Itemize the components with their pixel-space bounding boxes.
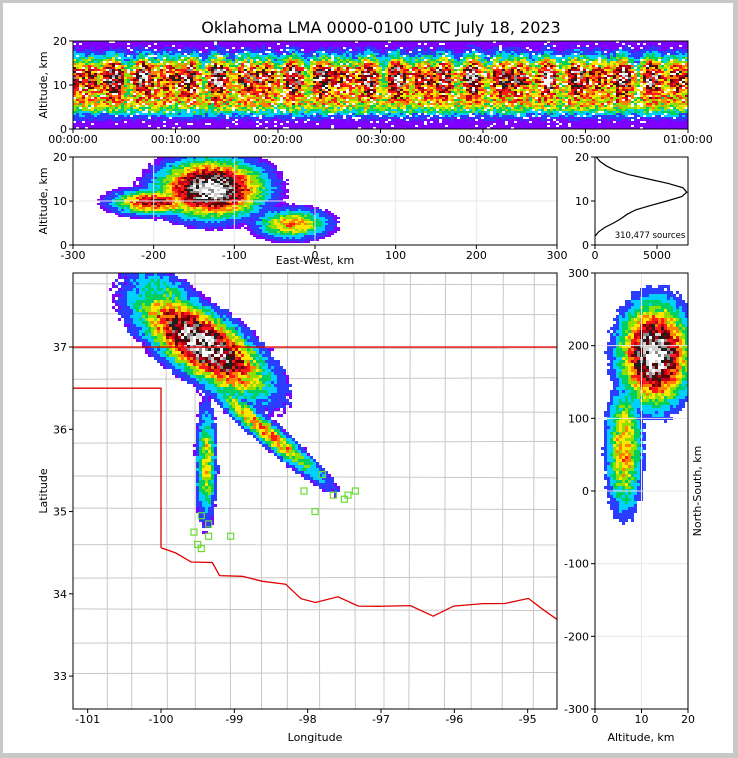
red-river-border: [160, 547, 557, 621]
ew-alt-tick: 0: [60, 239, 67, 252]
station-marker: [311, 507, 319, 516]
station-marker: [197, 544, 205, 553]
altitude-histogram: [595, 157, 688, 237]
page-title: Oklahoma LMA 0000-0100 UTC July 18, 2023: [201, 18, 561, 37]
station-marker: [194, 540, 202, 549]
station-marker: [227, 532, 235, 540]
top-alt-tick: 20: [53, 35, 67, 48]
time-tick: 00:40:00: [458, 133, 507, 146]
hist-alt-tick: 0: [582, 239, 589, 252]
ew-xlabel: East-West, km: [276, 254, 354, 267]
ew-tick: 300: [547, 249, 568, 262]
station-marker: [205, 520, 213, 528]
ew-tick: -200: [141, 249, 166, 262]
time-tick: 01:00:00: [663, 133, 712, 146]
lon-tick: -96: [445, 713, 463, 726]
station-marker: [344, 491, 352, 499]
east-west-density: [73, 157, 557, 245]
hist-tick: 5000: [643, 249, 671, 262]
time-tick: 00:50:00: [561, 133, 610, 146]
time-tick: 00:30:00: [356, 133, 405, 146]
ns-ylabel: North-South, km: [691, 446, 704, 537]
station-marker: [318, 470, 326, 479]
lon-tick: -95: [519, 713, 537, 726]
hist-alt-tick: 10: [575, 195, 589, 208]
lon-tick: -99: [225, 713, 243, 726]
time-tick: 00:10:00: [151, 133, 200, 146]
ns-tick: -200: [564, 630, 589, 643]
lon-tick: -98: [299, 713, 317, 726]
lon-tick: -97: [372, 713, 390, 726]
ew-alt-tick: 20: [53, 151, 67, 164]
histogram-annotation: 310,477 sources: [615, 231, 686, 241]
state-border: [73, 346, 557, 621]
axes-ticks: 00:00:00 00:10:00 00:20:00 00:30:00 00:40:00…: [48, 35, 712, 726]
top-alt-tick: 0: [60, 123, 67, 136]
ew-tick: -300: [61, 249, 86, 262]
lat-tick: 33: [53, 670, 67, 683]
ew-tick: 200: [466, 249, 487, 262]
time-height-density: [73, 41, 688, 129]
lat-tick: 36: [53, 423, 67, 436]
ns-tick: -300: [564, 703, 589, 716]
time-tick: 00:20:00: [253, 133, 302, 146]
top-alt-tick: 10: [53, 79, 67, 92]
map-ylabel: Latitude: [37, 468, 50, 514]
ns-tick: 100: [568, 412, 589, 425]
hist-tick: 0: [592, 249, 599, 262]
station-marker: [329, 491, 337, 499]
lon-tick: -101: [75, 713, 100, 726]
ns-alt-tick: 20: [681, 713, 695, 726]
time-tick: 00:00:00: [48, 133, 97, 146]
ew-tick: 0: [312, 249, 319, 262]
lon-tick: -100: [149, 713, 174, 726]
ns-xlabel: Altitude, km: [607, 731, 674, 744]
north-south-density: [595, 273, 688, 709]
county-map: [73, 273, 557, 709]
ns-alt-tick: 10: [635, 713, 649, 726]
ns-tick: 200: [568, 340, 589, 353]
ns-alt-tick: 0: [592, 713, 599, 726]
station-marker: [340, 495, 348, 503]
station-marker: [300, 487, 308, 495]
station-marker: [351, 487, 359, 495]
lat-tick: 35: [53, 506, 67, 519]
hist-alt-tick: 20: [575, 151, 589, 164]
ns-tick: -100: [564, 558, 589, 571]
ew-tick: -100: [222, 249, 247, 262]
station-marker: [205, 532, 213, 540]
ew-alt-tick: 10: [53, 195, 67, 208]
station-marker: [190, 528, 198, 536]
ew-ylabel: Altitude, km: [37, 167, 50, 234]
top-ylabel: Altitude, km: [37, 51, 50, 118]
ew-tick: 100: [385, 249, 406, 262]
station-markers: [190, 470, 359, 553]
histogram-line: [595, 157, 688, 237]
lat-tick: 34: [53, 588, 67, 601]
lat-tick: 37: [53, 341, 67, 354]
map-xlabel: Longitude: [288, 731, 343, 744]
ns-tick: 300: [568, 267, 589, 280]
station-marker: [197, 512, 205, 520]
ns-tick: 0: [582, 485, 589, 498]
